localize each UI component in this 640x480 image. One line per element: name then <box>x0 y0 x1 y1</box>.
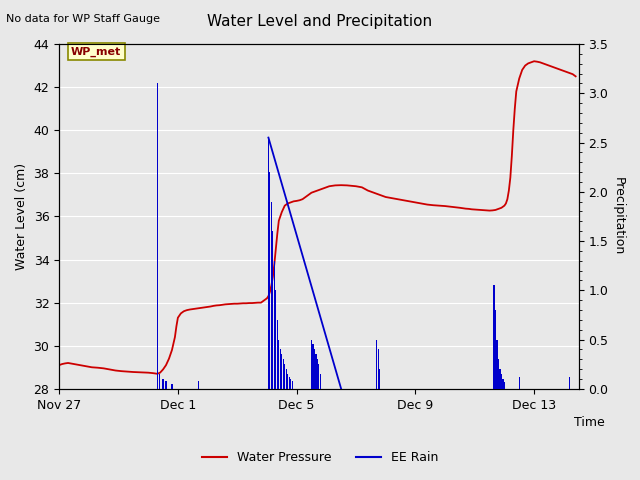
Bar <box>159 374 160 389</box>
Text: Water Level and Precipitation: Water Level and Precipitation <box>207 14 433 29</box>
Bar <box>311 339 312 389</box>
Bar <box>504 382 505 389</box>
Bar <box>276 320 278 389</box>
Bar <box>312 345 314 389</box>
Bar <box>268 138 269 389</box>
Y-axis label: Precipitation: Precipitation <box>612 177 625 255</box>
Legend: Water Pressure, EE Rain: Water Pressure, EE Rain <box>196 446 444 469</box>
Bar <box>280 349 281 389</box>
Bar <box>376 339 378 389</box>
Bar <box>502 379 504 389</box>
Bar <box>271 202 272 389</box>
Bar <box>518 377 520 389</box>
Bar <box>198 381 199 389</box>
X-axis label: Time: Time <box>574 417 605 430</box>
Bar <box>281 354 282 389</box>
Bar <box>289 377 290 389</box>
Bar <box>569 377 570 389</box>
Bar <box>275 290 276 389</box>
Bar <box>493 286 495 389</box>
Bar <box>318 364 319 389</box>
Bar <box>495 310 496 389</box>
Bar <box>316 354 317 389</box>
Y-axis label: Water Level (cm): Water Level (cm) <box>15 163 28 270</box>
Bar <box>379 369 380 389</box>
Bar <box>287 374 288 389</box>
Bar <box>172 384 173 389</box>
Bar <box>314 349 315 389</box>
Bar <box>165 381 166 389</box>
Bar <box>157 84 158 389</box>
Bar <box>290 379 291 389</box>
Bar <box>274 261 275 389</box>
Bar <box>378 349 379 389</box>
Bar <box>499 369 500 389</box>
Bar <box>163 379 164 389</box>
Bar <box>272 231 273 389</box>
Text: WP_met: WP_met <box>71 47 121 57</box>
Bar <box>278 339 280 389</box>
Bar <box>283 359 284 389</box>
Bar <box>498 359 499 389</box>
Bar <box>284 364 285 389</box>
Bar <box>269 172 271 389</box>
Bar <box>317 359 318 389</box>
Bar <box>285 369 287 389</box>
Bar <box>501 374 502 389</box>
Text: No data for WP Staff Gauge: No data for WP Staff Gauge <box>6 14 161 24</box>
Bar <box>320 374 321 389</box>
